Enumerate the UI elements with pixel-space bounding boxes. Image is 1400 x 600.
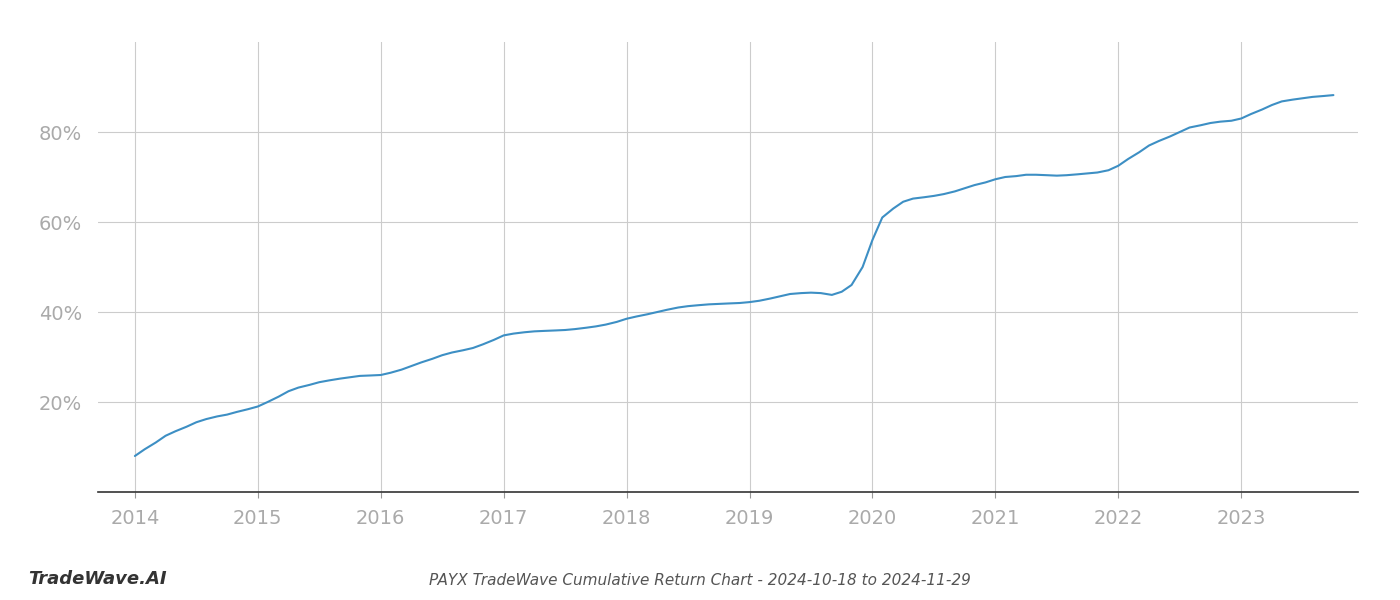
Text: PAYX TradeWave Cumulative Return Chart - 2024-10-18 to 2024-11-29: PAYX TradeWave Cumulative Return Chart -… bbox=[428, 573, 972, 588]
Text: TradeWave.AI: TradeWave.AI bbox=[28, 570, 167, 588]
